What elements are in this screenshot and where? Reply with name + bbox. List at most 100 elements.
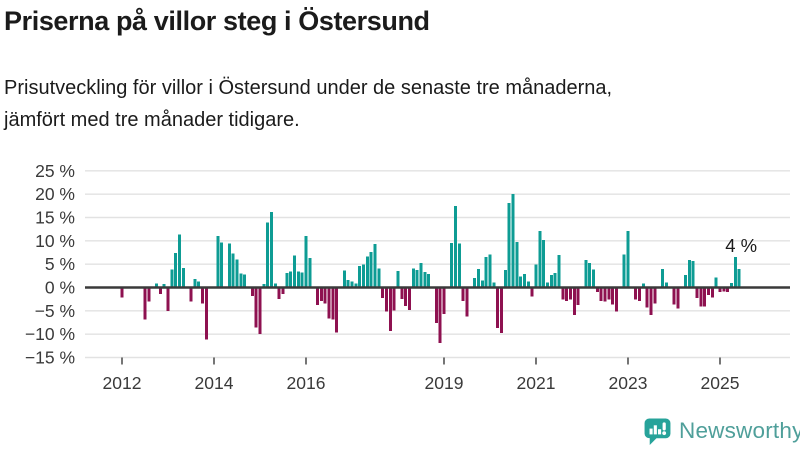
chart-bar: [269, 211, 273, 288]
chart-bar: [718, 287, 722, 293]
chart-bar: [220, 242, 224, 288]
chart-bar: [706, 287, 710, 295]
chart-bar: [526, 281, 530, 288]
chart-bar: [687, 259, 691, 288]
chart-bar: [273, 283, 277, 288]
chart-bar: [714, 277, 718, 288]
chart-bar: [277, 287, 281, 300]
newsworthy-logo-icon: [644, 418, 671, 445]
y-tick-label: 25 %: [35, 161, 75, 181]
chart-bar: [737, 268, 741, 288]
price-bar-chart: 25 % 20 % 15 % 10 % 5 % 0 % −5 % −10 % −15 % 2012…: [25, 161, 790, 393]
chart-bar: [331, 287, 335, 320]
x-tick-label: 2014: [195, 373, 234, 393]
chart-bar: [545, 282, 549, 288]
chart-bar: [691, 260, 695, 288]
chart-bar: [388, 287, 392, 331]
chart-bar: [147, 287, 151, 302]
chart-bar: [611, 287, 615, 305]
y-tick-label: −10 %: [25, 324, 75, 344]
chart-bar: [373, 244, 377, 288]
chart-bar: [143, 287, 147, 320]
chart-bar: [722, 287, 726, 292]
chart-bar: [645, 287, 649, 308]
chart-bar: [162, 284, 166, 288]
chart-bar: [607, 287, 611, 300]
chart-bar: [427, 273, 431, 288]
chart-bar: [511, 194, 515, 288]
chart-bar: [342, 270, 346, 288]
chart-bar: [354, 283, 358, 288]
chart-bar: [726, 287, 730, 293]
chart-bar: [289, 271, 293, 288]
chart-bar: [396, 271, 400, 288]
chart-bar: [557, 254, 561, 288]
chart-bar: [315, 287, 319, 305]
chart-bar: [381, 287, 385, 299]
chart-bar: [170, 269, 174, 288]
chart-bar: [465, 287, 469, 317]
chart-bar: [622, 254, 626, 288]
chart-bar: [189, 287, 193, 302]
chart-area: 25 % 20 % 15 % 10 % 5 % 0 % −5 % −10 % −15 % 2012…: [0, 158, 800, 410]
chart-bar: [507, 203, 511, 288]
y-tick-label: 5 %: [45, 254, 75, 274]
chart-bar: [683, 274, 687, 288]
x-tick-label: 2021: [517, 373, 556, 393]
chart-bar: [404, 287, 408, 307]
chart-bar: [166, 287, 170, 311]
chart-bar: [561, 287, 565, 300]
chart-bar: [672, 287, 676, 305]
chart-bar: [703, 287, 707, 307]
chart-bar: [384, 287, 388, 312]
chart-bar: [243, 274, 247, 288]
chart-bar: [197, 281, 201, 288]
chart-bar: [664, 282, 668, 288]
chart-bar: [296, 271, 300, 288]
chart-bar: [285, 273, 289, 288]
chart-bar: [319, 287, 323, 302]
chart-bar: [595, 287, 599, 293]
last-value-annotation: 4 %: [725, 235, 757, 256]
chart-bar: [572, 287, 576, 316]
chart-bar: [204, 287, 208, 340]
x-tick-label: 2025: [701, 373, 740, 393]
chart-bar: [484, 257, 488, 288]
chart-bar: [499, 287, 503, 334]
y-tick-label: 20 %: [35, 184, 75, 204]
chart-bar: [154, 283, 158, 288]
chart-bar: [457, 243, 461, 288]
chart-bar: [400, 287, 404, 300]
chart-bar: [565, 287, 569, 302]
chart-bar: [450, 243, 454, 288]
chart-bar: [695, 287, 699, 299]
chart-bar: [174, 252, 178, 288]
chart-bar: [733, 257, 737, 288]
chart-bar: [660, 268, 664, 288]
chart-bar: [614, 287, 618, 312]
chart-bar: [599, 287, 603, 302]
chart-bar: [231, 253, 235, 288]
chart-bar: [591, 269, 595, 288]
chart-bar: [335, 287, 339, 333]
chart-bar: [392, 287, 396, 311]
chart-bar: [327, 287, 331, 319]
chart-bar: [377, 268, 381, 288]
chart-bar: [568, 287, 572, 300]
chart-bar: [637, 287, 641, 302]
chart-bar: [254, 287, 258, 328]
chart-bar: [177, 234, 181, 288]
chart-bar: [492, 282, 496, 288]
newsworthy-logo: Newsworthy: [643, 416, 800, 446]
chart-bar: [281, 287, 285, 295]
chart-bar: [120, 287, 124, 298]
chart-bar: [350, 281, 354, 288]
chart-bar: [522, 273, 526, 288]
chart-bar: [553, 273, 557, 288]
chart-bar: [235, 259, 239, 288]
chart-bar: [304, 236, 308, 288]
chart-bar: [423, 272, 427, 288]
chart-bar: [676, 287, 680, 309]
chart-bar: [549, 274, 553, 288]
chart-bar: [419, 262, 423, 288]
